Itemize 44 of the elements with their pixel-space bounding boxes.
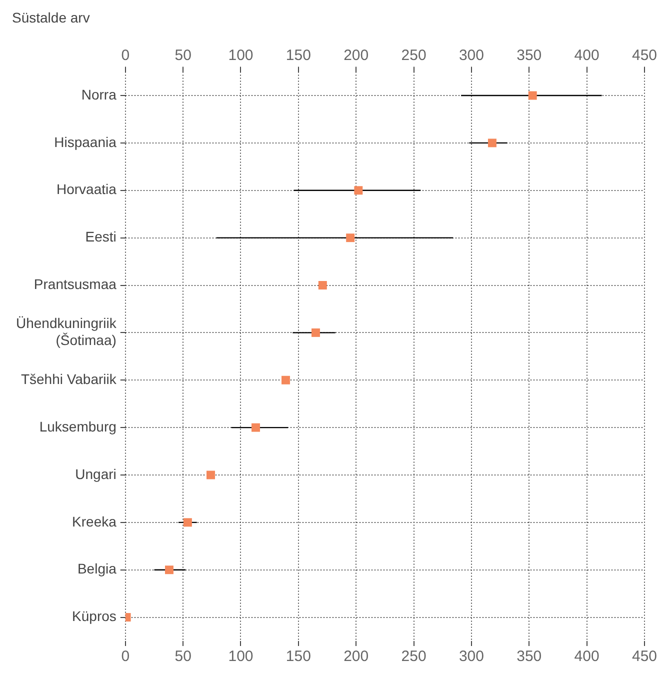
x2-tick-label: 250 bbox=[401, 46, 426, 64]
x-tick-label: 200 bbox=[344, 648, 369, 666]
x2-tick-label: 100 bbox=[228, 46, 254, 64]
x2-tick-label: 350 bbox=[516, 46, 542, 64]
y-tick-label: Kreeka bbox=[72, 513, 117, 530]
point bbox=[528, 91, 537, 100]
y-tick-label: Tšehhi Vabariik bbox=[20, 370, 118, 387]
x-tick-label: 150 bbox=[286, 648, 311, 666]
point bbox=[354, 186, 363, 195]
y-tick-label: Luksemburg bbox=[39, 418, 116, 434]
x-tick-label: 50 bbox=[174, 648, 192, 666]
point bbox=[183, 518, 192, 527]
x-tick-label: 300 bbox=[458, 648, 484, 666]
x-tick-label: 400 bbox=[574, 648, 600, 666]
x-tick-label: 450 bbox=[632, 648, 657, 666]
point bbox=[346, 234, 355, 242]
point bbox=[164, 566, 174, 574]
x2-tick-label: 450 bbox=[632, 46, 657, 64]
x-tick-label: 350 bbox=[516, 648, 542, 666]
chart-title: Süstalde arv bbox=[12, 9, 90, 26]
point bbox=[252, 423, 260, 432]
y-tick-label: Prantsusmaa bbox=[34, 276, 117, 292]
y-tick-label: Hispaania bbox=[54, 134, 117, 150]
x2-tick-label: 50 bbox=[174, 46, 192, 64]
x2-tick-label: 0 bbox=[121, 46, 130, 64]
x-tick-label: 100 bbox=[228, 648, 254, 666]
x2-tick-label: 200 bbox=[344, 46, 369, 64]
point bbox=[311, 328, 320, 337]
x2-tick-label: 400 bbox=[574, 46, 600, 64]
x2-tick-label: 150 bbox=[286, 46, 311, 64]
x-tick-label: 0 bbox=[121, 648, 130, 666]
x2-tick-label: 300 bbox=[458, 46, 484, 64]
y-tick-label: Eesti bbox=[85, 228, 116, 245]
x-tick-label: 250 bbox=[401, 648, 426, 666]
y-tick-label: Küpros bbox=[72, 608, 116, 624]
point bbox=[488, 138, 496, 148]
y-tick-label: Horvaatia bbox=[56, 181, 117, 198]
y-tick-label: Belgia bbox=[77, 560, 117, 577]
point bbox=[281, 376, 290, 384]
point bbox=[206, 470, 215, 480]
point bbox=[318, 281, 327, 290]
y-tick-label: Ungari bbox=[75, 466, 116, 482]
y-tick-label: Ühendkuningriik (Šotimaa) bbox=[16, 315, 118, 348]
y-tick-label: Norra bbox=[81, 86, 117, 102]
